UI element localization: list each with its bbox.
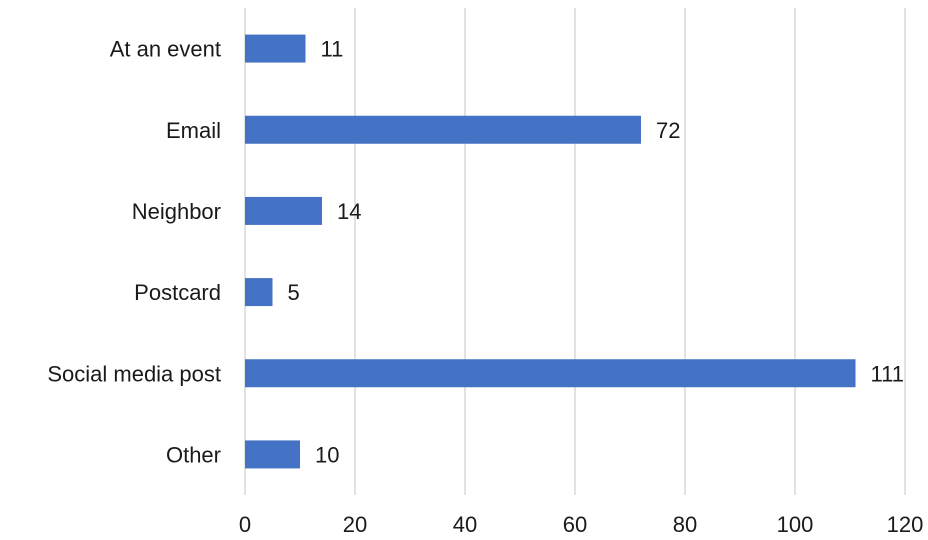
- gridlines: [244, 8, 906, 495]
- bar-neighbor: [245, 196, 322, 225]
- bar-other: [245, 440, 300, 469]
- bar-email: [245, 115, 641, 144]
- value-label: 111: [871, 361, 904, 386]
- category-label: Neighbor: [132, 199, 221, 224]
- category-label: At an event: [110, 37, 221, 62]
- bar-at-an-event: [245, 34, 306, 63]
- value-label: 14: [337, 199, 361, 224]
- value-labels: 11 72 14 5 111 10: [288, 37, 904, 468]
- x-tick-label-80: 80: [673, 512, 697, 537]
- bar-postcard: [245, 278, 273, 307]
- bars: [245, 34, 856, 469]
- x-tick-label-20: 20: [343, 512, 367, 537]
- x-tick-label-120: 120: [887, 512, 924, 537]
- x-tick-labels: 0 20 40 60 80 100 120: [239, 512, 923, 537]
- x-tick-label-0: 0: [239, 512, 251, 537]
- x-tick-label-100: 100: [777, 512, 814, 537]
- value-label: 5: [288, 280, 300, 305]
- x-tick-label-60: 60: [563, 512, 587, 537]
- value-label: 72: [656, 118, 680, 143]
- category-label: Social media post: [47, 361, 221, 386]
- category-label: Email: [166, 118, 221, 143]
- category-labels: At an event Email Neighbor Postcard Social m…: [47, 37, 221, 468]
- category-label: Postcard: [134, 280, 221, 305]
- category-label: Other: [166, 442, 221, 467]
- x-tick-label-40: 40: [453, 512, 477, 537]
- value-label: 11: [321, 37, 344, 62]
- bar-social-media-post: [245, 359, 856, 388]
- value-label: 10: [315, 442, 339, 467]
